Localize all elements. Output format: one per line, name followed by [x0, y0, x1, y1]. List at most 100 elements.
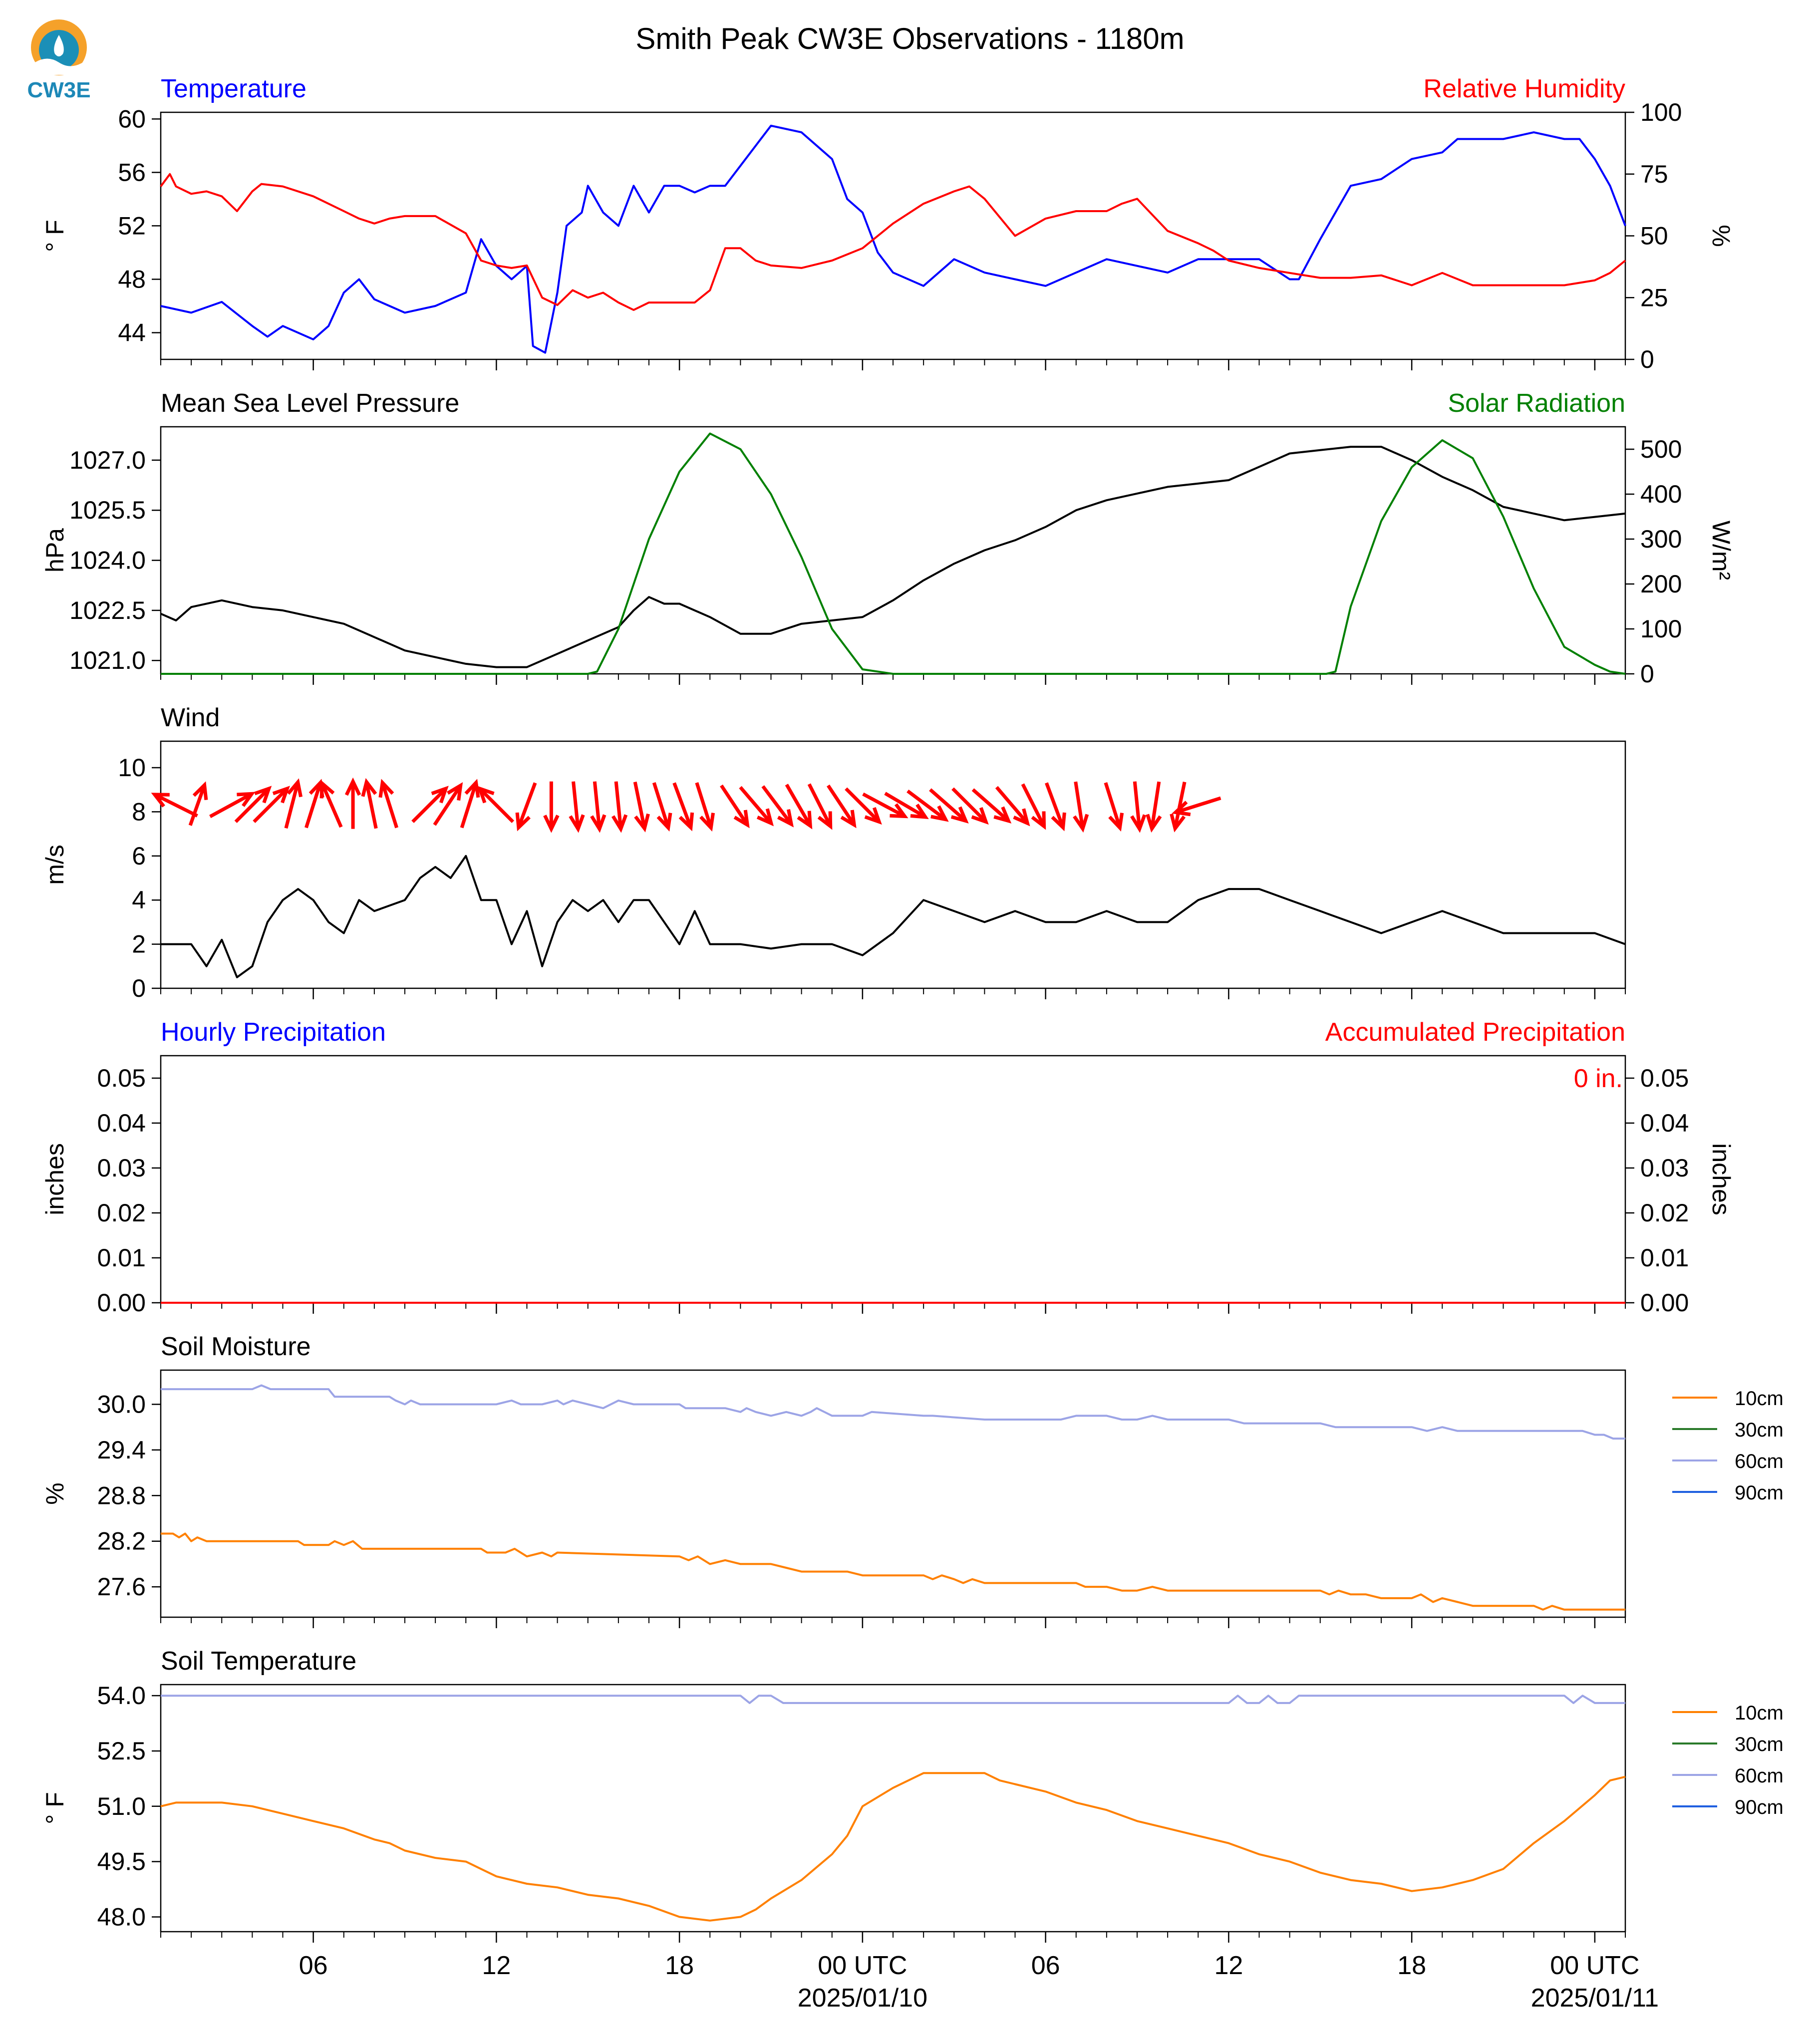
y-tick-label-left: 0.03 [97, 1154, 146, 1182]
y-tick-label-right: 0 [1640, 660, 1654, 688]
wind-arrow-shaft [1074, 781, 1085, 829]
y-tick-label-right: 75 [1640, 160, 1668, 188]
wind-arrow-head [287, 778, 303, 798]
wind-arrow-shaft [845, 787, 881, 823]
wind-arrow [1170, 781, 1187, 833]
legend-label-90cm: 90cm [1735, 1482, 1784, 1504]
wind-arrow-shaft [720, 784, 749, 826]
panel-2: Mean Sea Level Pressure Solar Radiation 10… [41, 389, 1735, 688]
y-tick-label-left: 0 [132, 974, 146, 1002]
panel-title-left: Soil Moisture [161, 1332, 311, 1361]
x-tick-label: 06 [1031, 1951, 1060, 1980]
wind-arrow-head [1146, 814, 1162, 833]
wind-arrow [151, 793, 198, 818]
wind-arrow [929, 788, 969, 824]
wind-arrow [1172, 796, 1221, 817]
wind-arrow [590, 781, 607, 833]
panel-1: Temperature Relative Humidity 44 48 52 56 60 0 2… [41, 74, 1735, 373]
y-axis-label-right: W/m² [1707, 521, 1735, 580]
x-tick-label: 12 [1214, 1951, 1243, 1980]
wind-arrow [543, 781, 560, 833]
panel-3: Wind 0 2 4 6 8 10 m/s [41, 703, 1626, 1002]
legend-label-30cm: 30cm [1735, 1734, 1784, 1755]
wind-arrow [1130, 781, 1147, 833]
wind-arrow-shaft [807, 783, 832, 828]
wind-arrow [1073, 781, 1089, 833]
y-axis-label-right: inches [1707, 1143, 1735, 1215]
wind-arrow-shaft [234, 787, 271, 823]
panel-title-left: Temperature [161, 74, 306, 103]
y-tick-label-right: 0.00 [1640, 1289, 1689, 1317]
series-line-60cm [161, 1384, 1625, 1440]
series-line-2 [161, 432, 1626, 675]
wind-arrow-head [569, 814, 585, 833]
y-tick-label-left: 0.00 [97, 1289, 146, 1317]
wind-arrow-shaft [614, 781, 623, 830]
wind-arrow [652, 782, 672, 832]
legend-label-30cm: 30cm [1735, 1419, 1784, 1441]
accumulated-precip-annotation: 0 in. [1574, 1064, 1623, 1093]
wind-arrow [1104, 782, 1124, 832]
plot-frame [160, 426, 1626, 675]
wind-arrow [633, 781, 650, 833]
wind-arrow-head [515, 812, 531, 832]
wind-arrow-head [272, 786, 290, 804]
chart-title: Smith Peak CW3E Observations - 1180m [635, 22, 1184, 55]
wind-arrow-shaft [411, 787, 447, 823]
wind-arrow-shaft [1045, 782, 1065, 829]
wind-arrow [378, 779, 399, 829]
wind-arrow-head [319, 780, 335, 799]
wind-arrow-shaft [284, 782, 300, 829]
panel-title-right: Accumulated Precipitation [1325, 1018, 1625, 1047]
panel-6: Soil Temperature 48.0 49.5 51.0 52.5 54.0 ° F 1… [41, 1647, 1784, 2013]
y-tick-label-left: 30.0 [97, 1391, 146, 1419]
wind-arrow-shaft [971, 788, 1010, 823]
wind-arrow [361, 778, 378, 829]
series-line-1 [160, 124, 1626, 354]
wind-arrow [785, 784, 813, 830]
logo-text: CW3E [27, 78, 90, 102]
y-tick-label-right: 0.03 [1640, 1154, 1689, 1182]
x-tick-label: 18 [665, 1951, 694, 1980]
x-tick-date-label: 2025/01/10 [798, 1984, 927, 2013]
y-tick-label-left: 0.01 [97, 1244, 146, 1272]
legend-label-10cm: 10cm [1735, 1702, 1784, 1724]
wind-arrow-head [378, 779, 394, 798]
wind-arrow [971, 788, 1012, 824]
wind-arrow-head [930, 805, 949, 822]
wind-arrow-shaft [188, 784, 206, 826]
wind-arrow [188, 781, 208, 826]
x-tick-label: 06 [299, 1951, 328, 1980]
wind-arrow-head [1031, 811, 1046, 830]
panel-title-left: Wind [161, 703, 220, 732]
wind-arrow-shaft [761, 785, 793, 826]
plot-frame [160, 740, 1626, 989]
y-tick-label-right: 0.01 [1640, 1244, 1689, 1272]
wind-arrow [1146, 781, 1162, 833]
wind-arrow-head [910, 804, 929, 819]
wind-arrow-shaft [320, 783, 343, 828]
wind-arrow-head [733, 810, 750, 829]
wind-arrow-head [817, 811, 833, 830]
logo-drop-icon [54, 35, 64, 56]
legend-label-90cm: 90cm [1735, 1796, 1784, 1818]
wind-arrow-head [678, 812, 694, 832]
wind-arrow-shaft [884, 792, 926, 819]
y-tick-label-left: 27.6 [97, 1573, 146, 1601]
wind-arrow-shaft [785, 784, 812, 827]
wind-arrow-shaft [593, 781, 602, 830]
wind-arrow-shaft [209, 792, 253, 819]
wind-arrow-shaft [517, 782, 537, 829]
wind-arrow [234, 786, 272, 823]
y-axis-label-left: ° F [41, 1792, 69, 1824]
y-tick-label-left: 54.0 [97, 1682, 146, 1710]
series-line-1 [160, 446, 1626, 668]
wind-arrow-shaft [572, 781, 580, 830]
y-axis-label-left: ° F [41, 220, 69, 252]
wind-arrow-shaft [1104, 782, 1122, 829]
wind-arrow-head [1130, 814, 1147, 833]
y-tick-label-left: 1022.5 [69, 596, 146, 624]
x-tick-label: 00 UTC [1550, 1951, 1639, 1980]
wind-arrow-head [611, 814, 628, 833]
wind-arrow-head [1108, 813, 1124, 832]
